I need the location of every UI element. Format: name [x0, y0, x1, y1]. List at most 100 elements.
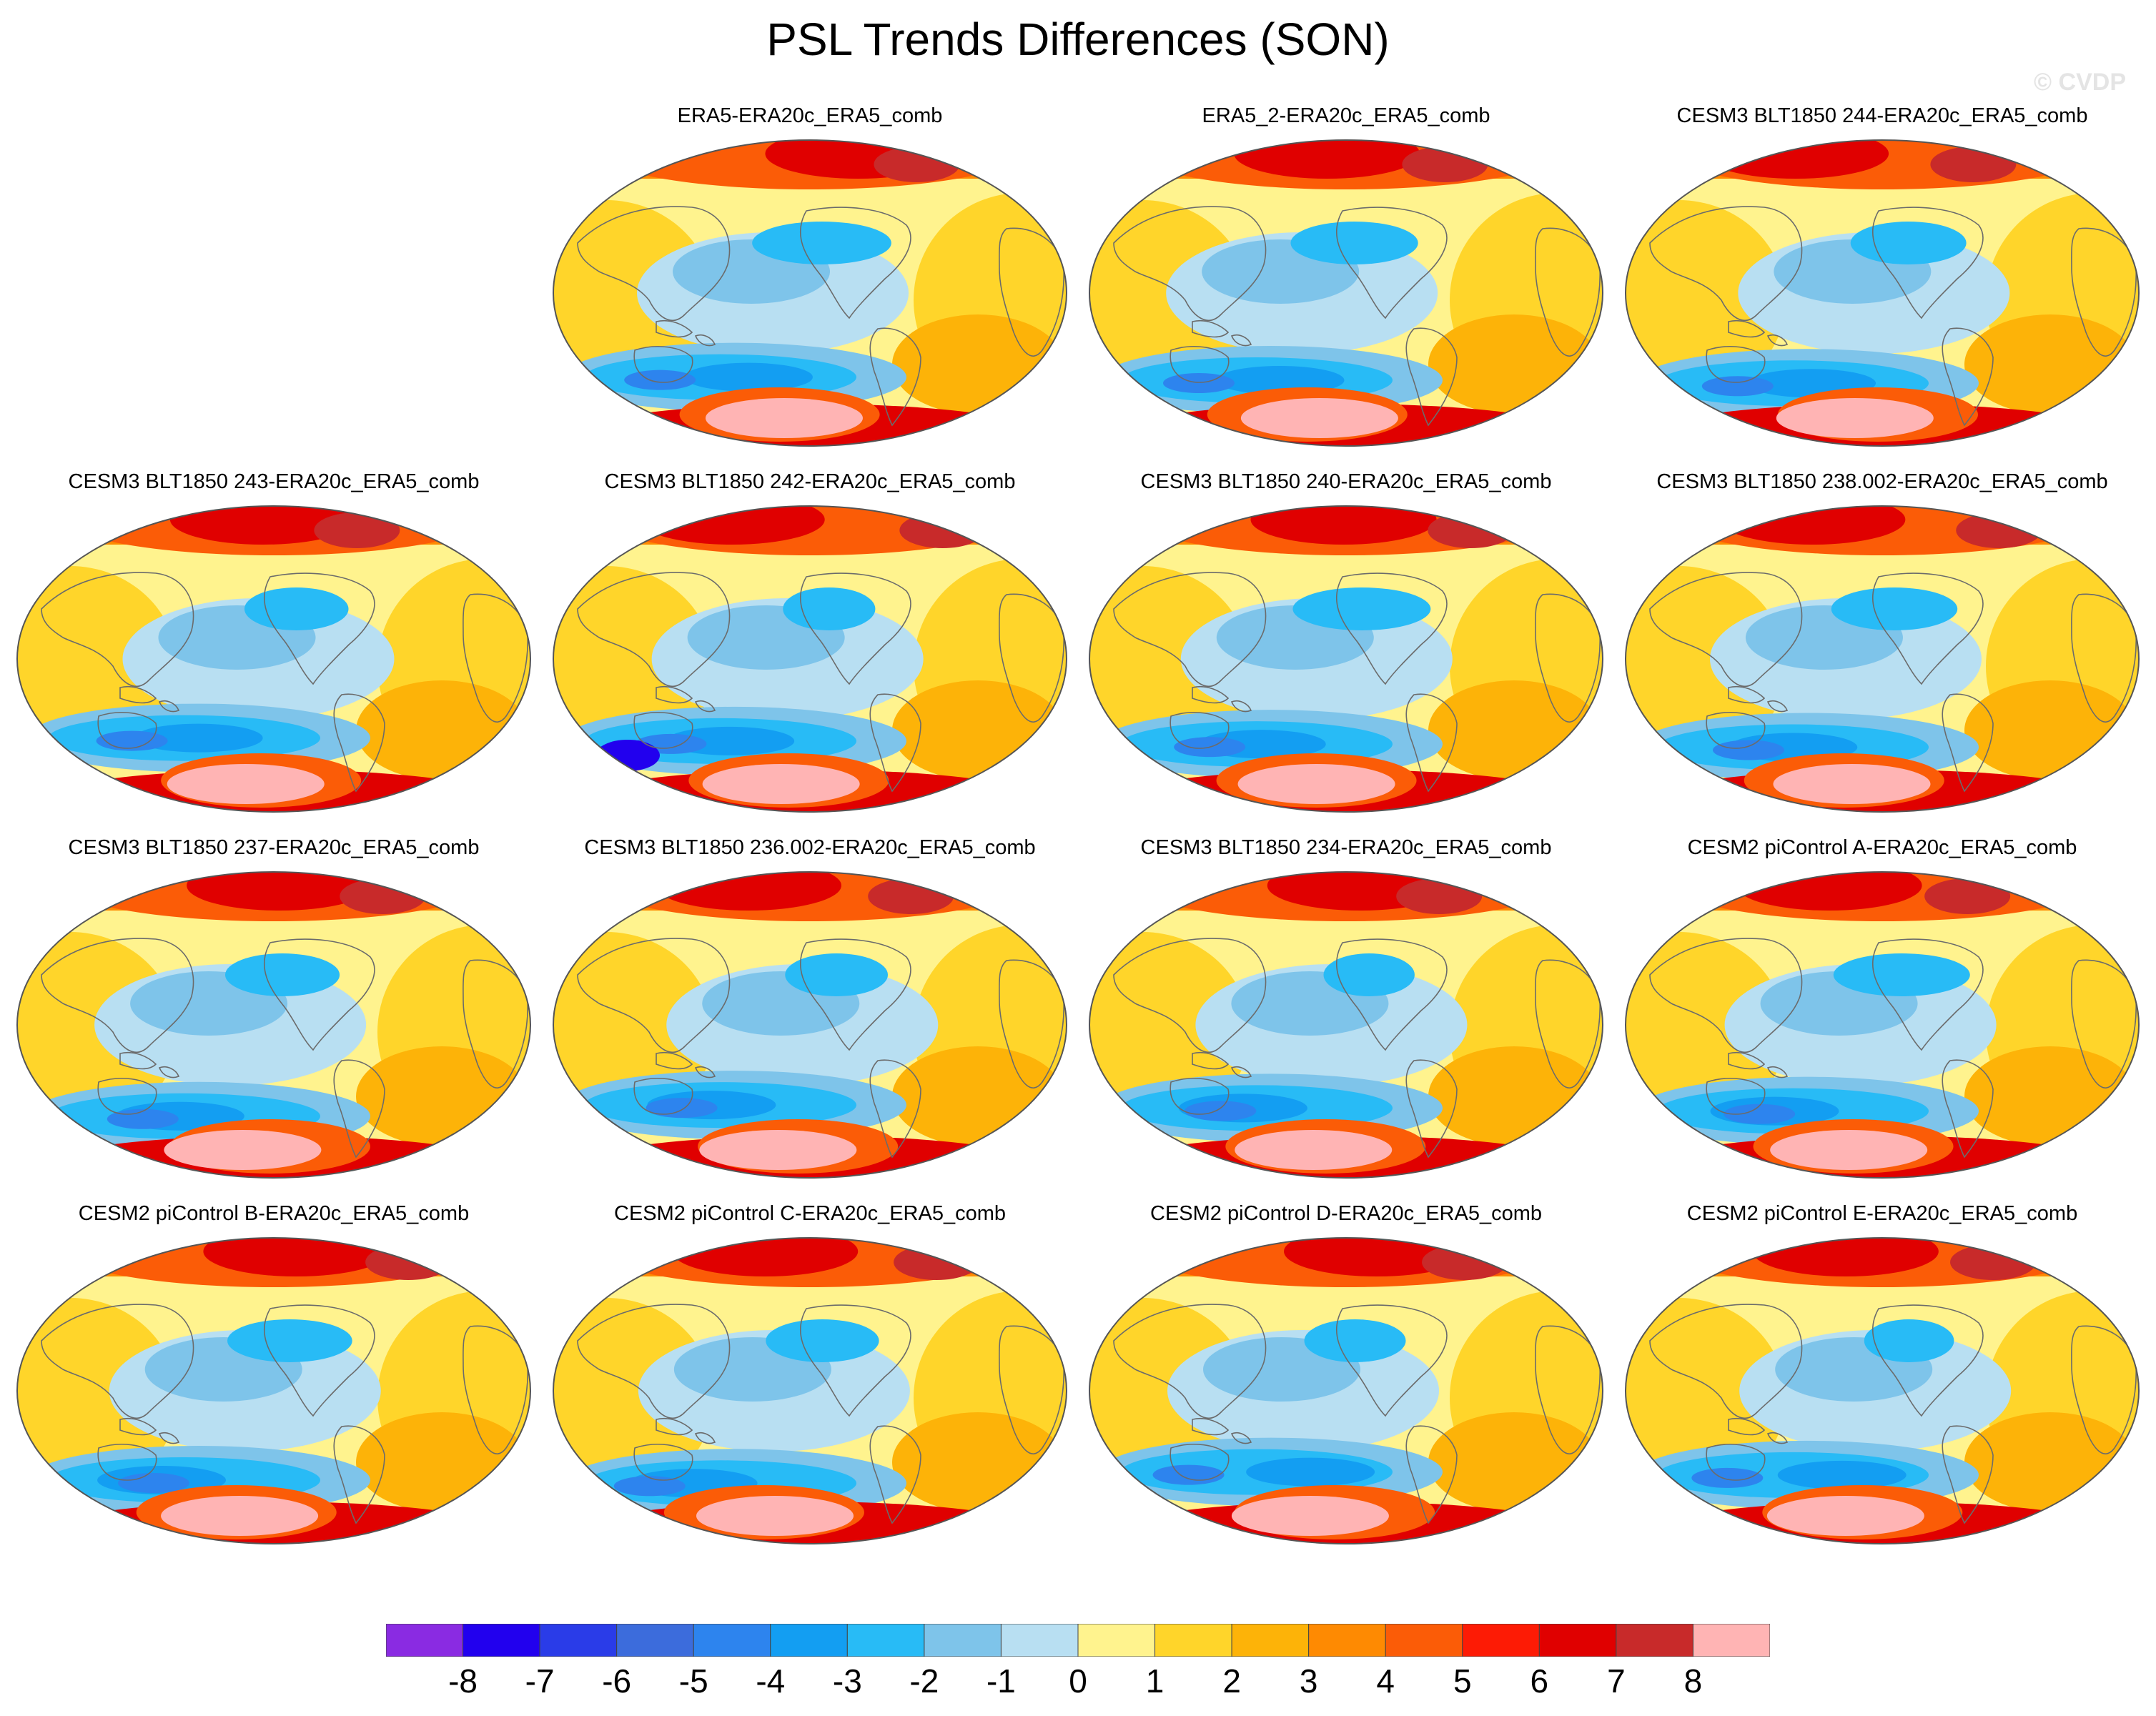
map-border [1625, 1237, 2140, 1544]
field-region [892, 314, 1064, 415]
colorbar-box [1077, 1624, 1156, 1657]
field-region [1428, 680, 1600, 780]
coastline [633, 1078, 693, 1115]
colorbar-box [616, 1624, 694, 1657]
field-region [1831, 587, 1958, 630]
colorbar-box [463, 1624, 540, 1657]
coastline [1170, 1444, 1230, 1481]
field-region [17, 1298, 177, 1498]
colorbar-tick-label: -5 [678, 1662, 708, 1700]
map-border [16, 505, 531, 813]
field-region [892, 680, 1064, 780]
coastline [1335, 1304, 1448, 1417]
colorbar-box [1154, 1624, 1232, 1657]
coastline [119, 685, 180, 713]
coastline [97, 1444, 157, 1481]
coastline [633, 712, 693, 749]
field-region [1712, 740, 1784, 760]
map-panel [1089, 505, 1603, 813]
map-panel [1625, 505, 2140, 813]
field-region [244, 587, 349, 630]
field-region [356, 1412, 528, 1512]
field-region [17, 932, 177, 1132]
coastline [1871, 1304, 1984, 1417]
panel-title: CESM3 BLT1850 242-ERA20c_ERA5_comb [604, 470, 1016, 493]
coastline [1871, 572, 1984, 685]
field-region [892, 1412, 1064, 1512]
colorbar [386, 1624, 1770, 1657]
field-region [1770, 1130, 1928, 1170]
field-region [624, 370, 696, 390]
panel-title: CESM2 piControl D-ERA20c_ERA5_comb [1150, 1202, 1542, 1225]
colorbar-tick-label: -2 [909, 1662, 939, 1700]
coastline [1706, 346, 1766, 383]
map-border [1625, 871, 2140, 1179]
field-region [1428, 314, 1600, 415]
coastline [633, 346, 693, 383]
map-border [16, 871, 531, 1179]
field-region [1773, 764, 1931, 804]
field-region [1777, 1460, 1907, 1489]
coastline [1728, 319, 1789, 347]
coastline [1649, 1304, 1803, 1419]
field-region [314, 512, 400, 548]
colorbar-tick-label: 5 [1453, 1662, 1472, 1700]
colorbar-tick-label: 7 [1607, 1662, 1626, 1700]
colorbar-tick-label: 3 [1299, 1662, 1318, 1700]
field-region [1776, 398, 1934, 438]
coastline [119, 1417, 180, 1444]
field-region [1924, 878, 2011, 914]
field-region [1428, 1046, 1600, 1146]
coastline [869, 693, 921, 793]
coastline [1706, 1444, 1766, 1481]
panel-title: CESM2 piControl E-ERA20c_ERA5_comb [1686, 1202, 2078, 1225]
field-region [1864, 1319, 1954, 1362]
coastline [263, 1304, 375, 1417]
coastline [799, 207, 911, 319]
coastline [41, 1304, 194, 1419]
coastline [1405, 693, 1458, 793]
map-panel [553, 871, 1067, 1179]
colorbar-box [1308, 1624, 1386, 1657]
coastline [633, 1444, 693, 1481]
coastline [119, 1051, 180, 1078]
coastline [656, 1417, 716, 1444]
map-border [1089, 871, 1603, 1179]
colorbar-tick-label: -1 [986, 1662, 1016, 1700]
field-region [1162, 372, 1235, 393]
field-region [1724, 1104, 1796, 1124]
colorbar-tick-label: 4 [1376, 1662, 1395, 1700]
panel-title: CESM2 piControl A-ERA20c_ERA5_comb [1687, 836, 2077, 859]
map-panel [16, 1237, 531, 1544]
colorbar-tick-label: -3 [832, 1662, 862, 1700]
map-panel [553, 1237, 1067, 1544]
coastline [41, 572, 194, 687]
panel-title: CESM3 BLT1850 237-ERA20c_ERA5_comb [68, 836, 480, 859]
coastline [1942, 693, 1994, 793]
coastline [1192, 1051, 1252, 1078]
coastline [1649, 206, 1803, 321]
colorbar-box [1385, 1624, 1463, 1657]
field-region [1152, 1464, 1225, 1485]
map-border [553, 139, 1067, 447]
field-region [365, 1244, 452, 1280]
field-region [161, 1496, 319, 1536]
field-region [1701, 376, 1774, 397]
map-border [1625, 505, 2140, 813]
colorbar-box [924, 1624, 1002, 1657]
field-region [1428, 512, 1514, 548]
field-region [613, 1476, 686, 1497]
map-border [553, 871, 1067, 1179]
field-region [1240, 398, 1398, 438]
field-region [646, 1098, 718, 1119]
map-panel [1625, 1237, 2140, 1544]
coastline [333, 1059, 385, 1159]
panel-title: CESM3 BLT1850 236.002-ERA20c_ERA5_comb [584, 836, 1036, 859]
field-region [1833, 953, 1970, 996]
field-region [874, 147, 960, 182]
coastline [97, 1078, 157, 1115]
colorbar-tick-label: 2 [1222, 1662, 1241, 1700]
map-panel [1625, 139, 2140, 447]
field-region [1235, 1130, 1393, 1170]
coastline [1192, 319, 1252, 347]
